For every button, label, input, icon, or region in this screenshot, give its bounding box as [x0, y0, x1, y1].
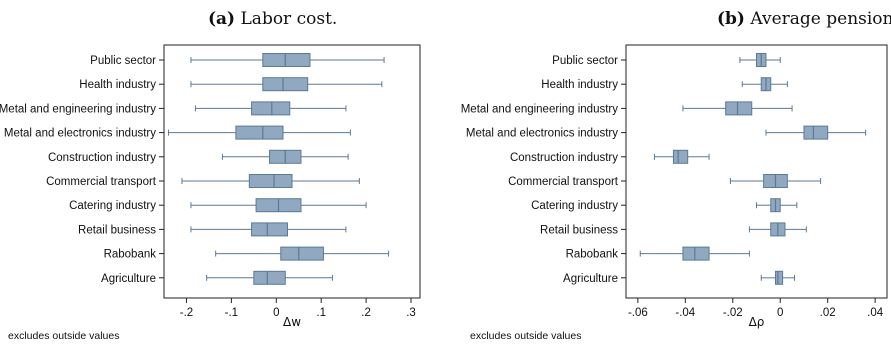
x-axis-label: Δw: [283, 315, 301, 329]
panel-1: (b) Average pension contribution rate. -.…: [461, 9, 891, 342]
box-plot-row: [190, 198, 367, 213]
x-tick-label: 0: [273, 307, 279, 319]
category-label: Health industry: [541, 79, 618, 91]
panel-title: (a) Labor cost.: [208, 9, 337, 29]
x-tick-label: .02: [820, 307, 836, 319]
iqr-box: [248, 174, 293, 188]
box-plot-row: [748, 222, 807, 237]
category-label: Commercial transport: [46, 176, 157, 188]
category-label: Public sector: [90, 55, 156, 67]
box-plot-row: [221, 149, 349, 164]
iqr-box: [682, 246, 710, 261]
category-label: Metal and electronics industry: [4, 128, 156, 140]
category-label: Agriculture: [101, 273, 156, 285]
panel-title-text: Average pension contribution rate.: [745, 9, 891, 29]
x-tick-label: -.04: [675, 307, 695, 319]
plot-frame: [163, 44, 421, 299]
plot-frame: [625, 44, 888, 299]
box-plot-row: [741, 77, 788, 92]
box-plot-row: [167, 125, 351, 140]
x-tick-label: .2: [361, 307, 371, 319]
panel-0: (a) Labor cost. -.2 -.1 0 .1 .2 .3 Δw excludes o…: [0, 9, 421, 342]
panel-title-tag: (b): [717, 9, 745, 29]
footnote: excludes outside values: [470, 330, 582, 342]
category-label: Retail business: [78, 224, 156, 236]
box-plot-row: [756, 198, 798, 213]
category-label: Commercial transport: [508, 176, 619, 188]
x-tick-label: -.2: [180, 307, 193, 319]
panel-title-tag: (a): [208, 9, 235, 29]
box-plot-row: [653, 149, 710, 164]
category-label: Metal and engineering industry: [0, 103, 156, 115]
x-axis-label: Δρ: [749, 315, 765, 329]
box-plot-row: [190, 53, 385, 67]
iqr-box: [672, 149, 689, 164]
category-label: Rabobank: [566, 249, 619, 261]
x-tick-label: -.06: [628, 307, 648, 319]
iqr-box: [280, 246, 324, 261]
category-label: Catering industry: [531, 200, 618, 212]
box-plot-row: [760, 270, 795, 285]
x-tick-label: -.1: [225, 307, 238, 319]
box-plot-row: [181, 174, 360, 188]
category-label: Construction industry: [510, 152, 618, 164]
box-plot-row: [190, 77, 383, 92]
x-tick-label: .04: [867, 307, 884, 319]
iqr-box: [251, 101, 291, 116]
x-tick-label: .1: [316, 307, 326, 319]
iqr-box: [774, 270, 784, 285]
footnote: excludes outside values: [8, 330, 120, 342]
box-plot-row: [765, 125, 867, 140]
x-tick-label: -.02: [723, 307, 743, 319]
box-plot-row: [639, 246, 750, 261]
box-plot-row: [190, 222, 347, 237]
x-tick-label: .3: [406, 307, 416, 319]
box-plot-row: [194, 101, 347, 116]
panel-title-text: Labor cost.: [235, 9, 337, 29]
panel-title: (b) Average pension contribution rate.: [717, 9, 891, 29]
category-label: Retail business: [540, 224, 618, 236]
category-label: Public sector: [552, 55, 618, 67]
category-label: Agriculture: [563, 273, 618, 285]
category-label: Metal and electronics industry: [466, 128, 618, 140]
box-plot-row: [729, 174, 822, 188]
category-label: Metal and engineering industry: [461, 103, 619, 115]
iqr-box: [253, 270, 286, 285]
category-label: Health industry: [79, 79, 156, 91]
category-label: Catering industry: [69, 200, 156, 212]
iqr-box: [262, 77, 309, 92]
x-tick-label: 0: [777, 307, 783, 319]
category-label: Construction industry: [48, 152, 156, 164]
box-plot-row: [739, 53, 781, 67]
iqr-box: [262, 53, 311, 67]
iqr-box: [803, 125, 829, 140]
box-plot-row: [206, 270, 333, 285]
category-label: Rabobank: [104, 249, 157, 261]
iqr-box: [251, 222, 289, 237]
iqr-box: [235, 125, 284, 140]
box-plot-row: [215, 246, 390, 261]
iqr-box: [725, 101, 753, 116]
box-plot-row: [682, 101, 793, 116]
